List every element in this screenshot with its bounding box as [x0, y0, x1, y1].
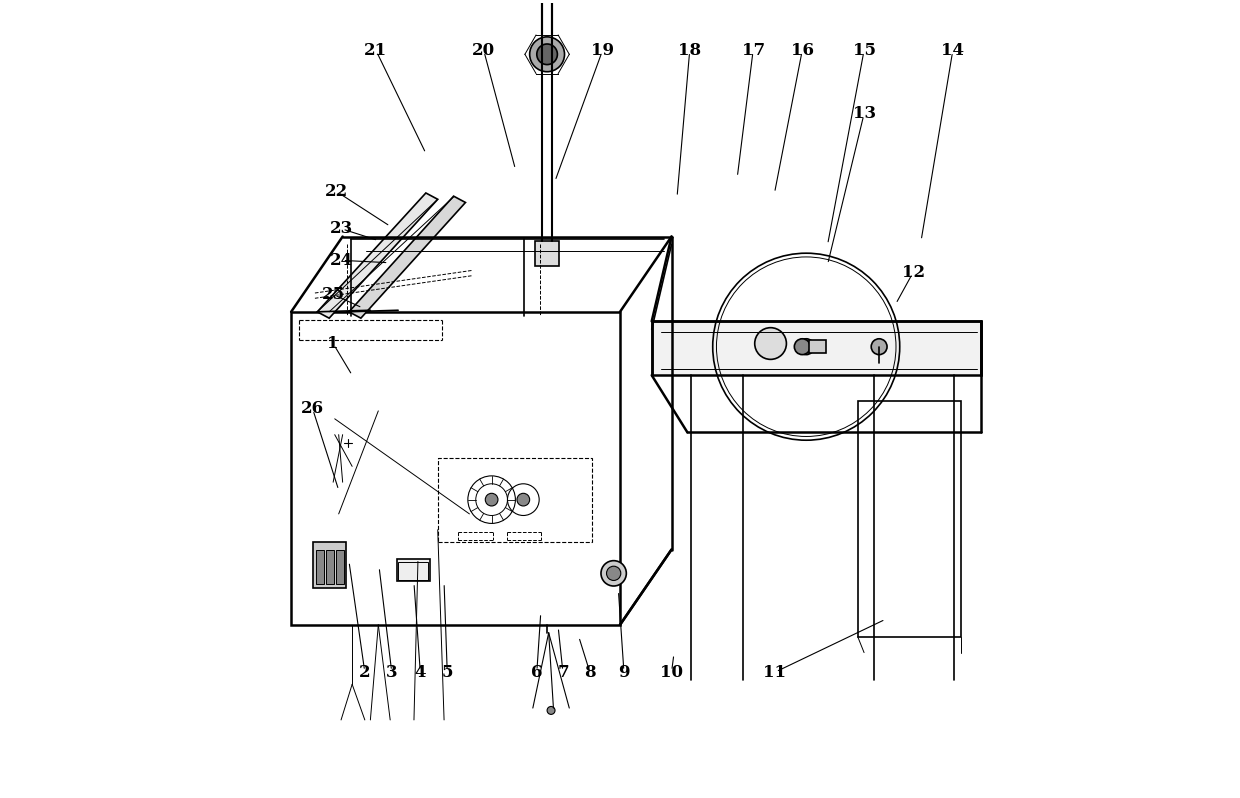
Circle shape [799, 339, 815, 354]
Text: 8: 8 [584, 664, 595, 681]
Text: 14: 14 [941, 41, 965, 59]
Polygon shape [348, 196, 465, 318]
Text: 17: 17 [742, 41, 765, 59]
Text: 11: 11 [763, 664, 786, 681]
Circle shape [606, 567, 621, 580]
Text: 6: 6 [531, 664, 543, 681]
Text: 25: 25 [321, 286, 345, 303]
Text: 3: 3 [386, 664, 398, 681]
Text: 21: 21 [365, 41, 387, 59]
Circle shape [517, 493, 529, 506]
Text: 16: 16 [791, 41, 813, 59]
Text: 1: 1 [327, 335, 339, 352]
Bar [397, 559, 430, 581]
Bar [326, 550, 334, 584]
Circle shape [755, 328, 786, 359]
Bar [438, 458, 593, 542]
Text: 5: 5 [441, 664, 453, 681]
Text: 9: 9 [619, 664, 630, 681]
Text: 10: 10 [660, 664, 683, 681]
Bar [316, 550, 324, 584]
Polygon shape [317, 193, 438, 318]
Circle shape [485, 493, 498, 506]
Circle shape [529, 37, 564, 72]
Text: 26: 26 [301, 400, 324, 417]
Circle shape [795, 339, 810, 354]
Bar [808, 341, 826, 353]
Bar [398, 563, 428, 579]
Text: 4: 4 [414, 664, 427, 681]
Circle shape [547, 706, 556, 714]
Text: 18: 18 [678, 41, 702, 59]
Bar [336, 550, 345, 584]
Bar [652, 322, 981, 375]
Bar [312, 542, 346, 587]
Text: 2: 2 [360, 664, 371, 681]
Bar [291, 312, 620, 625]
Text: 24: 24 [330, 252, 352, 269]
Circle shape [537, 44, 558, 65]
Text: 23: 23 [330, 220, 352, 237]
Text: 12: 12 [901, 263, 925, 281]
Circle shape [872, 339, 887, 354]
Text: 20: 20 [472, 41, 495, 59]
Circle shape [601, 561, 626, 586]
Text: 7: 7 [557, 664, 569, 681]
Text: 13: 13 [853, 105, 875, 122]
Text: 22: 22 [325, 183, 348, 200]
Bar [858, 401, 961, 637]
Text: 19: 19 [591, 41, 614, 59]
Bar [536, 240, 559, 266]
Text: 15: 15 [853, 41, 875, 59]
